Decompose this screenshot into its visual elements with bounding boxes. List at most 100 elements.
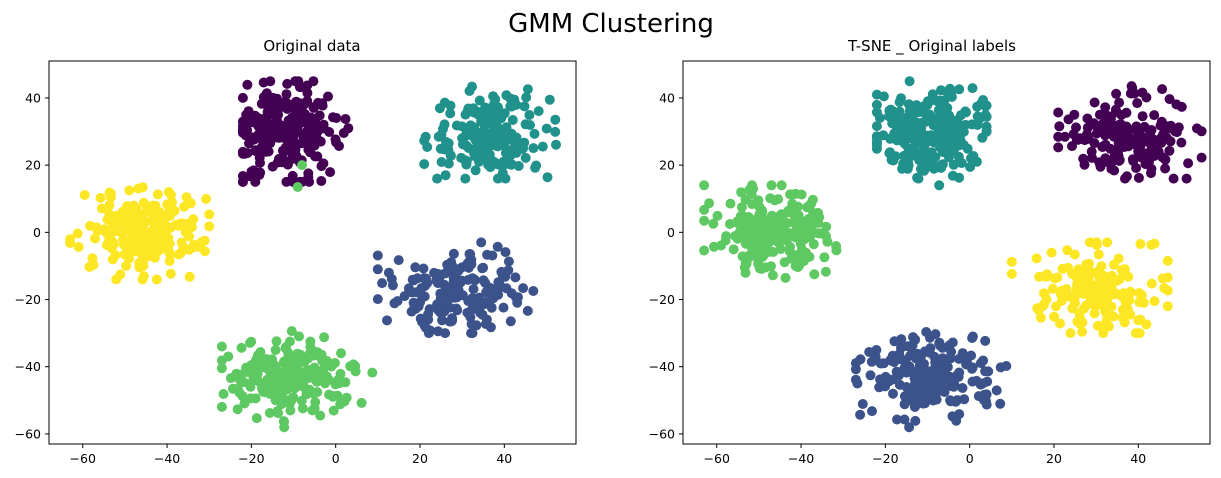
- scatter-point: [467, 273, 478, 284]
- scatter-point: [910, 415, 921, 426]
- scatter-point: [328, 112, 338, 123]
- scatter-point: [541, 123, 552, 134]
- scatter-point: [465, 121, 476, 132]
- scatter-point: [445, 108, 456, 119]
- scatter-point: [1134, 328, 1145, 339]
- scatter-point: [465, 295, 476, 306]
- scatter-point: [308, 102, 319, 113]
- scatter-point: [254, 118, 265, 129]
- scatter-point: [907, 348, 918, 359]
- scatter-point: [1035, 312, 1046, 323]
- scatter-point: [894, 379, 905, 390]
- y-tick-label: 0: [667, 225, 675, 240]
- scatter-point: [185, 198, 196, 209]
- scatter-point: [330, 134, 341, 145]
- scatter-point: [311, 370, 321, 381]
- scatter-point: [255, 157, 265, 168]
- scatter-point: [264, 408, 275, 418]
- scatter-point: [1100, 306, 1111, 317]
- scatter-point: [708, 218, 719, 229]
- scatter-point: [124, 185, 135, 196]
- scatter-point: [925, 130, 936, 141]
- scatter-point: [875, 358, 886, 369]
- scatter-point: [746, 242, 757, 253]
- scatter-point: [962, 143, 973, 154]
- scatter-point: [286, 326, 297, 337]
- scatter-point: [1089, 138, 1100, 149]
- scatter-point: [345, 361, 356, 372]
- scatter-point: [449, 292, 460, 303]
- scatter-point: [957, 383, 968, 393]
- scatter-point: [747, 199, 758, 210]
- scatter-point: [912, 384, 923, 395]
- scatter-point: [1196, 152, 1207, 163]
- scatter-point: [412, 273, 423, 284]
- scatter-point: [250, 145, 261, 156]
- scatter-point: [316, 176, 327, 186]
- scatter-point: [1146, 239, 1157, 250]
- y-tick-label: 0: [33, 225, 41, 240]
- scatter-point: [896, 93, 906, 104]
- scatter-point: [482, 249, 493, 260]
- scatter-point: [966, 153, 976, 164]
- scatter-point: [260, 387, 271, 398]
- scatter-point: [486, 107, 497, 118]
- y-tick-label: 20: [25, 158, 41, 173]
- scatter-point: [1141, 92, 1152, 103]
- scatter-point: [156, 243, 167, 254]
- scatter-point: [201, 193, 212, 204]
- scatter-point: [418, 263, 429, 274]
- scatter-point: [451, 120, 462, 131]
- scatter-point: [910, 139, 921, 150]
- scatter-point: [529, 128, 540, 139]
- panel-title-tsne-original-labels: T-SNE _ Original labels: [847, 37, 1016, 56]
- scatter-point: [96, 203, 107, 214]
- scatter-point: [1049, 311, 1060, 322]
- scatter-point: [919, 358, 929, 369]
- scatter-point: [948, 159, 959, 170]
- scatter-point: [409, 301, 420, 312]
- scatter-point: [934, 180, 945, 191]
- scatter-point: [1160, 154, 1171, 165]
- scatter-point: [216, 355, 227, 366]
- scatter-point: [896, 334, 907, 345]
- scatter-point: [944, 140, 955, 150]
- scatter-point: [160, 227, 171, 238]
- scatter-point: [464, 86, 475, 96]
- scatter-point: [367, 367, 378, 378]
- scatter-point: [966, 350, 977, 361]
- scatter-point: [1086, 146, 1097, 157]
- scatter-point: [919, 165, 930, 176]
- scatter-point: [1079, 159, 1090, 170]
- scatter-point: [949, 373, 960, 384]
- scatter-point: [117, 206, 128, 217]
- scatter-point: [447, 315, 458, 326]
- scatter-point: [126, 204, 137, 215]
- scatter-point: [1150, 146, 1161, 157]
- scatter-point: [263, 132, 274, 143]
- scatter-point: [930, 152, 941, 163]
- scatter-point: [749, 219, 759, 230]
- scatter-point: [480, 319, 491, 329]
- scatter-point: [1095, 290, 1106, 301]
- scatter-point: [476, 237, 487, 248]
- scatter-point: [187, 242, 198, 253]
- scatter-point: [902, 341, 913, 352]
- scatter-point: [954, 84, 965, 95]
- scatter-point: [774, 228, 785, 239]
- scatter-point: [328, 405, 339, 416]
- scatter-point: [372, 294, 383, 305]
- scatter-point: [204, 209, 215, 220]
- scatter-point: [273, 124, 284, 135]
- scatter-point: [106, 243, 117, 254]
- scatter-point: [1069, 249, 1080, 260]
- scatter-point: [1135, 314, 1146, 325]
- scatter-point: [888, 388, 898, 399]
- scatter-point: [72, 228, 83, 239]
- scatter-point: [496, 139, 506, 149]
- scatter-point: [500, 247, 511, 258]
- x-tick-label: 40: [1130, 451, 1146, 466]
- scatter-point: [467, 328, 478, 339]
- scatter-point: [79, 190, 90, 200]
- scatter-point: [1109, 259, 1119, 270]
